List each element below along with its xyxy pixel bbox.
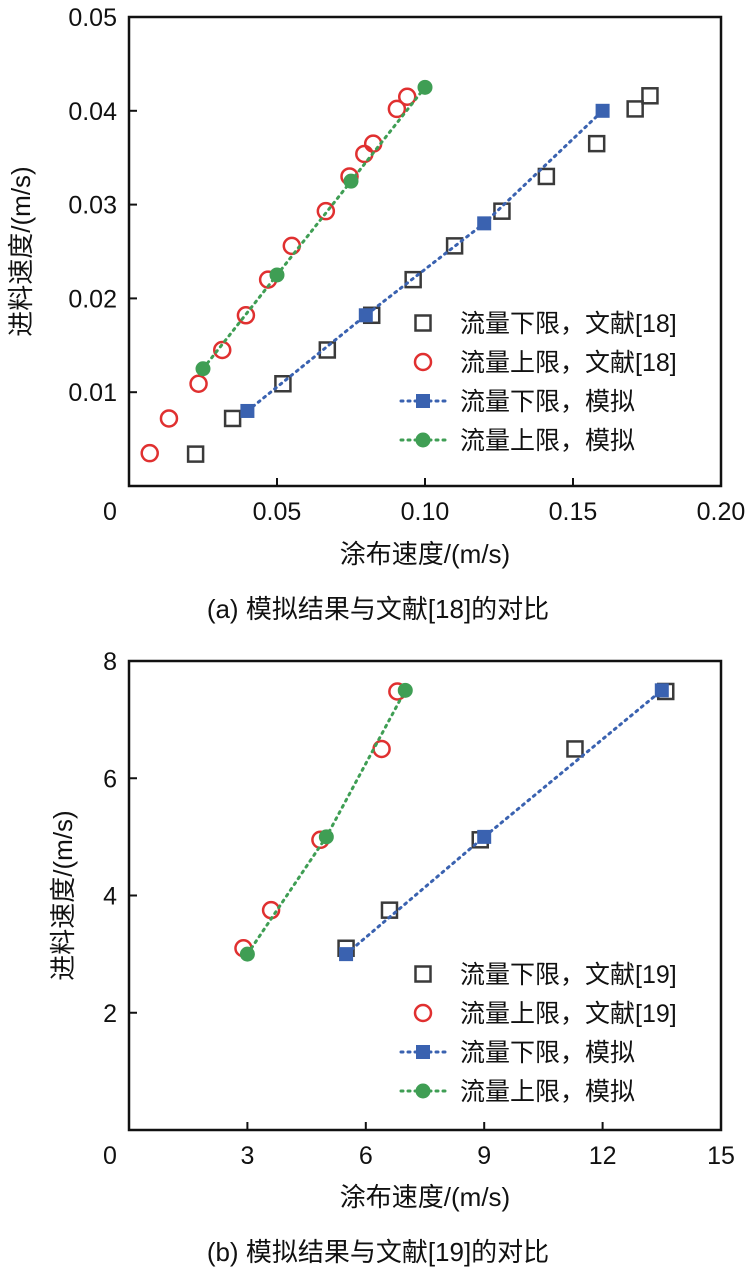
data-point bbox=[477, 829, 492, 844]
data-point bbox=[195, 361, 211, 377]
chart-a: 0 0.05 0.10 0.15 0.20 0.01 0.02 0.03 0.04 0.05 涂布速… bbox=[6, 4, 745, 624]
legend-label: 流量下限，文献[18] bbox=[460, 310, 677, 338]
legend-marker bbox=[414, 314, 432, 332]
legend-entry: 流量下限，模拟 bbox=[399, 388, 635, 416]
data-point bbox=[318, 341, 337, 359]
data-point bbox=[641, 87, 659, 105]
series-3 bbox=[195, 79, 433, 377]
legend-label: 流量上限，模拟 bbox=[460, 427, 635, 455]
data-point bbox=[339, 947, 354, 962]
data-point bbox=[387, 99, 407, 119]
x-tick-label: 3 bbox=[240, 1142, 254, 1170]
data-point bbox=[236, 306, 256, 325]
x-tick-label: 0.05 bbox=[253, 498, 302, 526]
data-point bbox=[587, 134, 606, 153]
data-point bbox=[223, 409, 242, 428]
data-point bbox=[397, 87, 417, 106]
series-line bbox=[344, 688, 664, 956]
x-tick-label: 12 bbox=[589, 1142, 617, 1170]
series-line bbox=[245, 109, 605, 413]
legend-marker bbox=[415, 432, 431, 448]
data-point bbox=[595, 103, 610, 118]
x-tick-label: 0.15 bbox=[549, 498, 598, 526]
legend-entry: 流量下限，文献[19] bbox=[414, 961, 677, 989]
data-point bbox=[626, 100, 644, 118]
series-2 bbox=[240, 103, 610, 418]
x-tick-label: 15 bbox=[707, 1142, 735, 1170]
data-point bbox=[318, 829, 334, 845]
y-tick-label: 2 bbox=[103, 1000, 117, 1028]
data-point bbox=[282, 236, 302, 256]
series-line bbox=[201, 85, 427, 371]
legend-entry: 流量上限，文献[19] bbox=[413, 1000, 677, 1028]
x-axis-label: 涂布速度/(m/s) bbox=[340, 539, 510, 569]
data-point bbox=[343, 173, 359, 189]
data-point bbox=[212, 340, 232, 360]
y-tick-label: 0.05 bbox=[68, 4, 117, 32]
data-point bbox=[240, 403, 255, 418]
chart-b: 0 3 6 9 12 15 2 4 6 8 涂布速度/(m/s) 进料速度/(m/s) (b) 模拟结果… bbox=[48, 648, 735, 1267]
y-tick-label: 0.03 bbox=[68, 192, 117, 220]
data-point bbox=[239, 946, 255, 962]
y-tick-label: 0.04 bbox=[68, 98, 117, 126]
x-tick-label: 6 bbox=[359, 1142, 373, 1170]
data-point bbox=[140, 443, 159, 463]
x-axis-label: 涂布速度/(m/s) bbox=[340, 1182, 510, 1212]
data-point bbox=[445, 237, 464, 255]
y-tick-label: 8 bbox=[103, 648, 117, 676]
series-2 bbox=[339, 683, 669, 962]
y-axis-label: 进料速度/(m/s) bbox=[48, 810, 78, 980]
data-point bbox=[477, 216, 492, 231]
legend-label: 流量下限，模拟 bbox=[460, 1039, 635, 1067]
legend-marker bbox=[414, 965, 432, 983]
legend-entry: 流量下限，模拟 bbox=[399, 1039, 635, 1067]
data-point bbox=[316, 201, 336, 221]
legend-label: 流量下限，模拟 bbox=[460, 388, 635, 416]
legend-entry: 流量上限，文献[18] bbox=[413, 349, 677, 377]
data-point bbox=[186, 445, 205, 463]
data-point bbox=[654, 683, 669, 698]
legend-marker bbox=[416, 1045, 430, 1059]
data-point bbox=[189, 374, 208, 394]
x-tick-label: 0.20 bbox=[697, 498, 746, 526]
series-1 bbox=[234, 682, 407, 958]
legend-marker bbox=[413, 352, 433, 372]
data-point bbox=[363, 134, 383, 153]
y-tick-label: 4 bbox=[103, 883, 117, 911]
legend-entry: 流量上限，模拟 bbox=[399, 1078, 635, 1106]
data-point bbox=[397, 682, 413, 698]
x-tick-label: 0.10 bbox=[401, 498, 450, 526]
legend-label: 流量上限，模拟 bbox=[460, 1078, 635, 1106]
data-point bbox=[417, 79, 433, 95]
data-point bbox=[537, 167, 556, 186]
data-point bbox=[404, 270, 422, 289]
data-point bbox=[358, 308, 373, 323]
x-tick-label: 0 bbox=[103, 1142, 117, 1170]
legend-entry: 流量上限，模拟 bbox=[399, 427, 635, 455]
x-tick-label: 0 bbox=[103, 498, 117, 526]
data-point bbox=[261, 900, 281, 920]
data-point bbox=[493, 202, 511, 220]
y-tick-label: 0.02 bbox=[68, 285, 117, 313]
figure-caption: (b) 模拟结果与文献[19]的对比 bbox=[207, 1237, 549, 1267]
figure-caption: (a) 模拟结果与文献[18]的对比 bbox=[207, 594, 549, 624]
y-tick-label: 6 bbox=[103, 765, 117, 793]
x-tick-label: 9 bbox=[477, 1142, 491, 1170]
legend-marker bbox=[415, 1083, 431, 1099]
legend-entry: 流量下限，文献[18] bbox=[414, 310, 677, 338]
y-axis-label: 进料速度/(m/s) bbox=[6, 166, 36, 336]
data-point bbox=[274, 375, 292, 393]
legend-marker bbox=[416, 394, 430, 408]
legend-marker bbox=[413, 1003, 433, 1023]
data-point bbox=[159, 409, 179, 428]
series-3 bbox=[239, 682, 413, 962]
legend-label: 流量上限，文献[18] bbox=[460, 349, 677, 377]
y-tick-label: 0.01 bbox=[68, 379, 117, 407]
legend-label: 流量下限，文献[19] bbox=[460, 961, 677, 989]
data-point bbox=[269, 267, 285, 283]
legend-label: 流量上限，文献[19] bbox=[460, 1000, 677, 1028]
data-point bbox=[566, 740, 584, 758]
